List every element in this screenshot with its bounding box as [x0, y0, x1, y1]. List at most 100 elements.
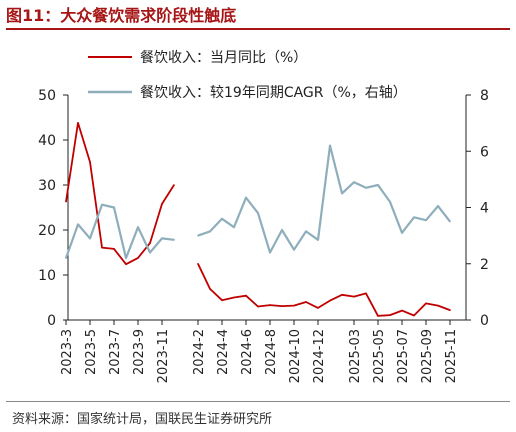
series-1-point — [125, 263, 127, 266]
series-1-point — [365, 292, 367, 295]
series-2-point — [305, 230, 307, 233]
line-chart: 0 10 20 30 40 50 0 2 4 6 8 2023-3 2023-5 2023-7 2023-9… — [38, 50, 489, 383]
series-2-point — [65, 257, 67, 259]
series-1-point — [245, 294, 247, 297]
y-right-tick-label: 0 — [480, 313, 489, 329]
x-tick-label: 2023-9 — [132, 329, 147, 375]
series-1-point — [341, 294, 343, 296]
x-tick-label: 2023-7 — [108, 329, 123, 375]
series-1-point — [173, 184, 175, 186]
x-tick-label: 2025-03 — [348, 329, 363, 383]
series-2-point — [281, 229, 283, 231]
x-tick-label: 2023-11 — [156, 329, 171, 383]
series-2-point — [77, 223, 79, 226]
x-tick-label: 2025-07 — [396, 329, 411, 383]
series-1-point — [401, 309, 403, 312]
series-1-point — [209, 288, 211, 290]
series-1-point — [221, 299, 223, 302]
series-2-point — [233, 226, 235, 228]
series-1-point — [281, 305, 283, 307]
series-2-point — [425, 219, 427, 221]
series-1-point — [89, 161, 91, 163]
y-left-tick-label: 0 — [47, 313, 56, 329]
title-divider — [6, 28, 510, 30]
series-2-point — [113, 206, 115, 209]
series-1-point — [197, 263, 199, 265]
series-1-point — [305, 301, 307, 303]
series-line-1 — [65, 122, 451, 317]
source-divider — [6, 401, 510, 402]
series-2-point — [317, 239, 319, 241]
series-2-point — [221, 218, 223, 220]
series-1-point — [77, 122, 79, 124]
x-tick-label: 2024-10 — [288, 329, 303, 383]
legend-label-2: 餐饮收入：较19年同期CAGR（%，右轴） — [140, 85, 407, 101]
series-2-point — [161, 237, 163, 240]
series-2-point — [101, 203, 103, 206]
series-1-point — [269, 304, 271, 306]
series-2-point — [389, 201, 391, 203]
y-left-tick-label: 10 — [38, 268, 56, 284]
series-2-point — [401, 232, 403, 234]
series-1-point — [233, 296, 235, 299]
series-1-point — [161, 203, 163, 205]
series-1-point — [293, 304, 295, 307]
series-1-point — [113, 248, 115, 250]
x-tick-label: 2025-05 — [372, 329, 387, 383]
series-1-point — [329, 299, 331, 302]
series-2-point — [353, 181, 355, 183]
series-2-point — [341, 192, 343, 195]
series-1-point — [137, 257, 139, 259]
series-1-point — [377, 315, 379, 317]
y-right-tick-label: 2 — [480, 257, 489, 273]
series-2-point — [269, 251, 271, 254]
series-1-point — [389, 314, 391, 316]
x-tick-label: 2024-4 — [216, 329, 231, 375]
series-2-point — [413, 216, 415, 219]
series-2-point — [437, 205, 439, 207]
series-1-point — [413, 314, 415, 317]
series-2-point — [365, 187, 367, 189]
series-line-2 — [64, 144, 451, 260]
legend-label-1: 餐饮收入：当月同比（%） — [140, 50, 307, 66]
series-2-point — [245, 196, 247, 199]
chart-axes: 0 10 20 30 40 50 0 2 4 6 8 2023-3 2023-5 2023-7 2023-9… — [38, 88, 489, 383]
series-1-point — [353, 295, 355, 298]
x-tick-label: 2025-09 — [420, 329, 435, 383]
y-right-tick-label: 8 — [480, 88, 489, 104]
series-2-point — [197, 234, 199, 237]
y-left-tick-label: 20 — [38, 223, 56, 239]
series-1-point — [317, 307, 319, 309]
series-2-point — [377, 184, 379, 186]
series-2-point — [329, 144, 331, 147]
series-2-point — [89, 237, 91, 240]
x-tick-label: 2024-2 — [192, 329, 207, 375]
series-2-point — [257, 212, 259, 214]
series-2-point — [125, 257, 127, 259]
y-right-tick-label: 4 — [480, 201, 489, 217]
x-tick-label: 2024-6 — [240, 329, 255, 375]
series-2-point — [293, 248, 295, 251]
series-1-point — [449, 309, 451, 311]
figure-title: 图11：大众餐饮需求阶段性触底 — [6, 6, 237, 25]
series-2-point — [209, 230, 211, 233]
y-left-tick-label: 40 — [38, 133, 56, 149]
source-note: 资料来源：国家统计局，国联民生证券研究所 — [12, 412, 273, 427]
chart-legend: 餐饮收入：当月同比（%） 餐饮收入：较19年同期CAGR（%，右轴） — [88, 50, 407, 101]
x-tick-label: 2023-3 — [60, 329, 75, 375]
series-1-point — [101, 246, 103, 249]
series-1-point — [257, 305, 259, 308]
x-tick-label: 2025-11 — [444, 329, 459, 383]
x-tick-label: 2024-12 — [312, 329, 327, 383]
x-tick-label: 2023-5 — [84, 329, 99, 375]
series-2-point — [449, 220, 451, 223]
y-left-tick-label: 30 — [38, 178, 56, 194]
series-2-point — [173, 239, 175, 241]
x-tick-label: 2024-8 — [264, 329, 279, 375]
y-left-tick-label: 50 — [38, 88, 56, 104]
chart-series — [64, 122, 451, 317]
y-right-tick-label: 6 — [480, 144, 489, 160]
series-1-point — [425, 302, 427, 305]
series-1-point — [65, 200, 67, 203]
series-1-point — [149, 242, 151, 244]
